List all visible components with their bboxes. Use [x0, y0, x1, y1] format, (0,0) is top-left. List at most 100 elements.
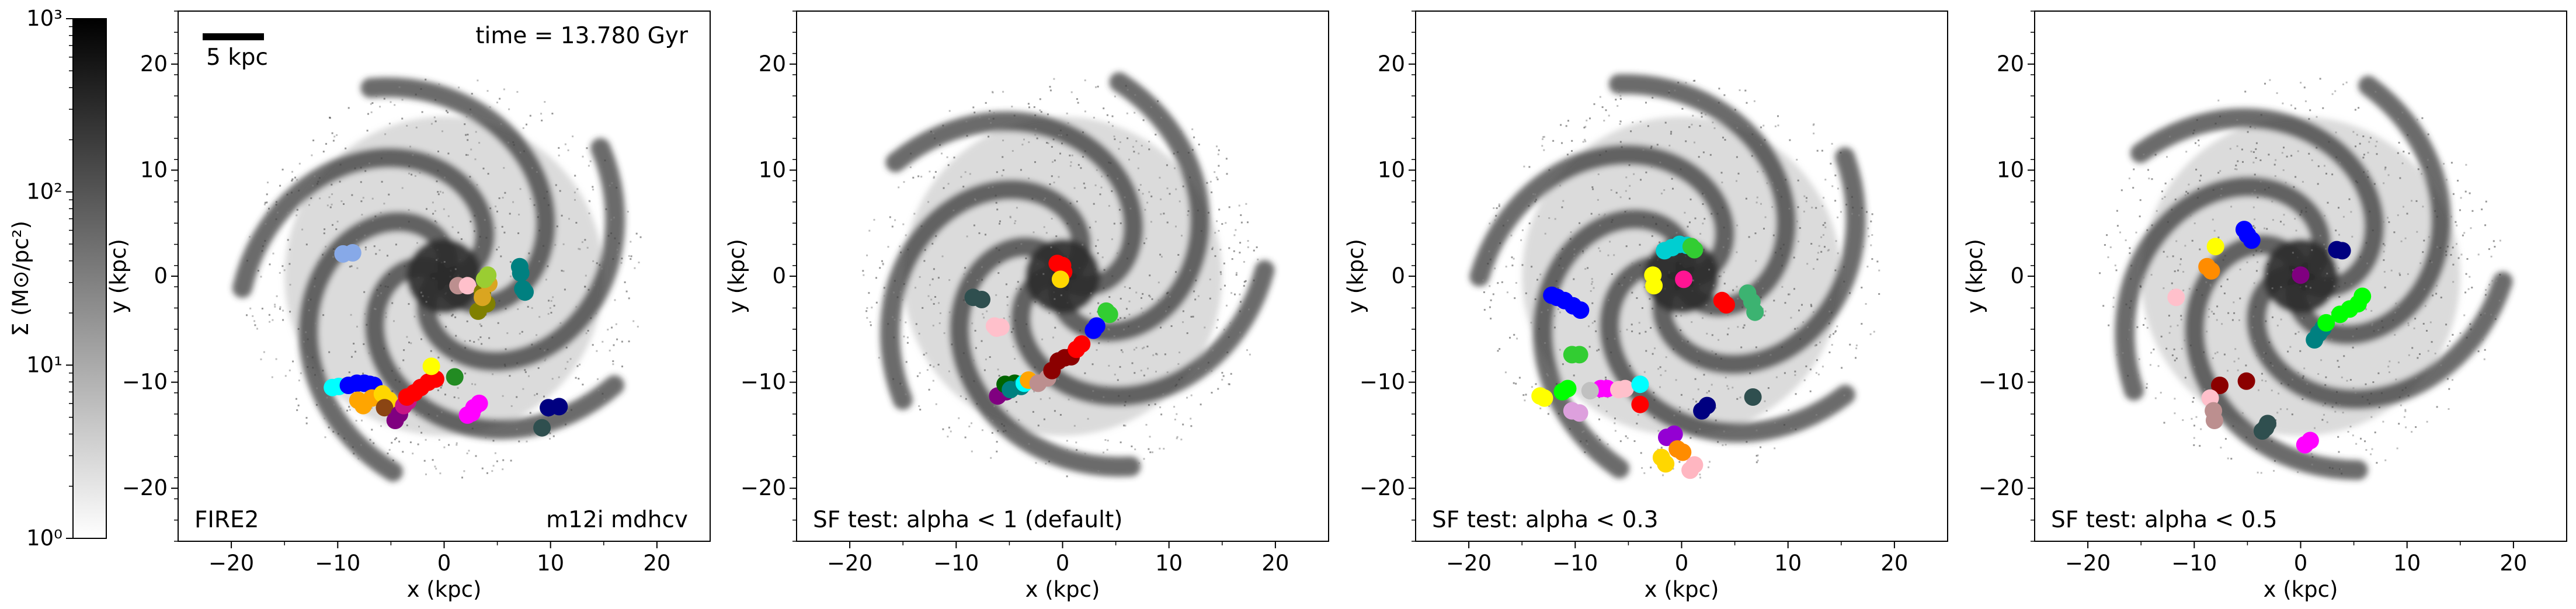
- gas-particle: [1699, 474, 1701, 476]
- gas-particle: [1060, 134, 1062, 137]
- gas-particle: [543, 197, 545, 200]
- gas-particle: [1046, 142, 1048, 144]
- gas-particle: [2398, 272, 2401, 274]
- gas-particle: [312, 140, 315, 141]
- spiral-arm: [416, 138, 625, 371]
- gas-particle: [339, 163, 342, 166]
- gas-particle: [934, 170, 937, 173]
- gas-particle: [1216, 319, 1219, 321]
- gas-particle: [1597, 405, 1600, 407]
- gas-particle: [536, 334, 538, 336]
- gas-particle: [356, 325, 358, 328]
- gas-particle: [370, 111, 373, 113]
- gas-particle: [1498, 205, 1500, 207]
- gas-particle: [1753, 100, 1755, 102]
- gas-particle: [2457, 257, 2460, 259]
- gas-particle: [246, 259, 248, 262]
- gas-particle: [1165, 310, 1167, 312]
- gas-particle: [1716, 367, 1718, 370]
- gas-particle: [2224, 255, 2226, 257]
- gas-particle: [1002, 156, 1004, 158]
- gas-particle: [1749, 372, 1751, 374]
- gas-particle: [420, 88, 422, 90]
- gas-particle: [1082, 131, 1084, 134]
- gas-particle: [1044, 197, 1047, 200]
- gas-particle: [2407, 324, 2410, 326]
- gas-particle: [575, 222, 578, 224]
- gas-particle: [1831, 312, 1833, 314]
- gas-particle: [1111, 115, 1114, 117]
- gas-particle: [2338, 296, 2341, 298]
- gas-particle: [1159, 176, 1161, 179]
- gas-particle: [1878, 293, 1880, 295]
- gas-particle: [2422, 206, 2424, 208]
- gas-particle: [339, 408, 342, 410]
- gas-particle: [979, 116, 981, 119]
- gas-particle: [2446, 344, 2449, 347]
- gas-particle: [437, 389, 439, 391]
- gas-particle: [2300, 211, 2303, 214]
- gas-particle: [2363, 171, 2365, 173]
- gas-particle: [1182, 185, 1184, 187]
- gas-particle: [2300, 82, 2302, 84]
- x-tick-label: 10: [2393, 551, 2421, 576]
- gas-particle: [2375, 145, 2377, 147]
- gas-particle: [2207, 316, 2210, 318]
- gas-particle: [1703, 249, 1705, 251]
- cluster-point: [1665, 425, 1683, 443]
- gas-particle: [972, 359, 975, 361]
- gas-particle: [2452, 263, 2455, 266]
- gas-particle: [350, 314, 352, 316]
- cluster-point: [1087, 317, 1106, 335]
- gas-particle: [1660, 374, 1662, 377]
- gas-particle: [2485, 289, 2487, 291]
- gas-particle: [915, 287, 916, 289]
- gas-particle: [1687, 340, 1689, 343]
- gas-particle: [2316, 147, 2318, 149]
- gas-particle: [1187, 214, 1189, 216]
- gas-particle: [1108, 161, 1110, 163]
- gas-particle: [2355, 325, 2358, 327]
- gas-particle: [2305, 378, 2307, 381]
- gas-particle: [2264, 189, 2266, 191]
- gas-particle: [2484, 294, 2487, 296]
- gas-particle: [2255, 142, 2258, 144]
- gas-particle: [2387, 366, 2390, 368]
- gas-particle: [1650, 147, 1652, 149]
- scale-bar: 5 kpc: [203, 33, 268, 71]
- gas-particle: [2144, 318, 2146, 319]
- gas-particle: [2492, 240, 2495, 242]
- gas-particle: [536, 171, 538, 173]
- gas-particle: [2171, 208, 2173, 211]
- gas-particle: [918, 332, 920, 335]
- gas-particle: [406, 336, 408, 338]
- gas-particle: [1598, 214, 1600, 215]
- gas-particle: [1715, 407, 1717, 409]
- gas-particle: [1584, 451, 1586, 453]
- gas-particle: [1040, 111, 1042, 113]
- gas-particle: [374, 308, 377, 310]
- gas-particle: [1662, 474, 1664, 476]
- gas-particle: [1014, 220, 1017, 222]
- gas-particle: [275, 204, 277, 206]
- gas-particle: [2327, 297, 2329, 300]
- gas-particle: [1054, 159, 1056, 162]
- gas-particle: [2309, 301, 2311, 304]
- gas-particle: [2193, 366, 2196, 368]
- gas-particle: [1141, 297, 1142, 299]
- cluster-point: [422, 357, 440, 375]
- gas-particle: [307, 366, 309, 368]
- colorbar-tick-label: 10¹: [26, 352, 62, 377]
- gas-particle: [2280, 318, 2282, 321]
- gas-particle: [510, 460, 512, 462]
- gas-particle: [430, 123, 433, 125]
- gas-particle: [2255, 148, 2257, 150]
- gas-particle: [1803, 195, 1806, 197]
- gas-particle: [443, 446, 446, 448]
- gas-particle: [1659, 366, 1661, 368]
- gas-particle: [1084, 150, 1086, 152]
- colorbar-tick-label: 10³: [26, 6, 62, 31]
- gas-particle: [2241, 412, 2244, 414]
- gas-particle: [2345, 81, 2348, 83]
- gas-particle: [1492, 293, 1494, 295]
